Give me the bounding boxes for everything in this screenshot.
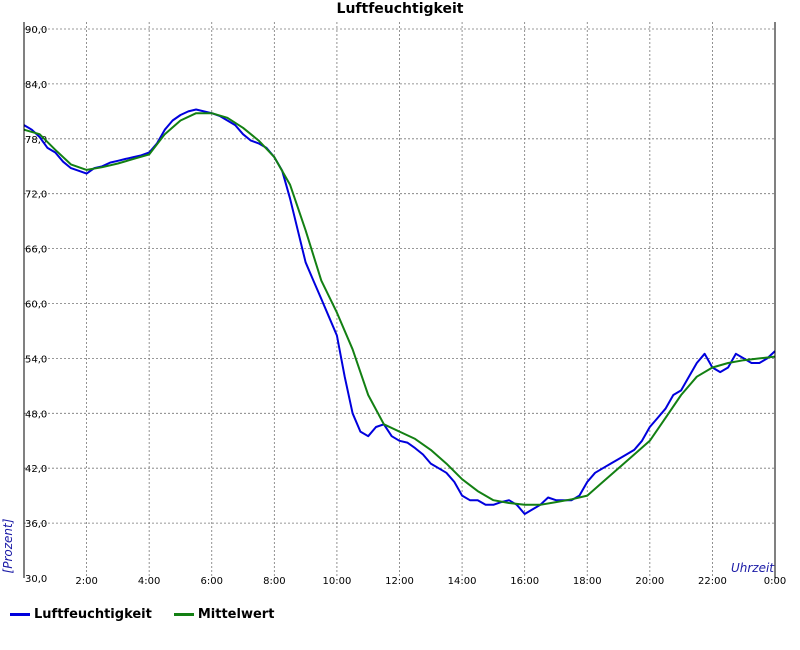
legend-swatch-mean — [173, 613, 194, 616]
y-tick-label: 36,0 — [25, 519, 47, 530]
y-tick-label: 42,0 — [25, 464, 47, 475]
x-tick-label: 12:00 — [385, 576, 414, 587]
x-tick-label: 4:00 — [138, 576, 160, 587]
chart-title: Luftfeuchtigkeit — [337, 1, 464, 17]
series-line-humidity — [23, 108, 776, 515]
y-tick-label: 78,0 — [25, 135, 47, 146]
x-tick-label: 8:00 — [263, 576, 285, 587]
x-tick-label: 0:00 — [764, 576, 786, 587]
legend-label-humidity: Luftfeuchtigkeit — [34, 607, 152, 622]
legend-item-humidity: Luftfeuchtigkeit — [10, 607, 152, 622]
legend: Luftfeuchtigkeit Mittelwert — [10, 607, 274, 622]
y-axis-ticks: 30,0 36,0 42,0 48,0 54,0 60,0 66,0 72,0 78,0 84,0… — [25, 25, 47, 585]
data-series — [23, 108, 776, 515]
x-tick-label: 10:00 — [323, 576, 352, 587]
x-tick-label: 20:00 — [635, 576, 664, 587]
x-tick-label: 14:00 — [448, 576, 477, 587]
y-tick-label: 54,0 — [25, 354, 47, 365]
y-tick-label: 60,0 — [25, 300, 47, 311]
grid — [24, 22, 775, 578]
y-tick-label: 84,0 — [25, 80, 47, 91]
legend-item-mean: Mittelwert — [173, 607, 275, 622]
x-tick-label: 16:00 — [510, 576, 539, 587]
y-tick-label: 30,0 — [25, 574, 47, 585]
y-axis-label: [Prozent] — [1, 518, 15, 573]
legend-swatch-humidity — [10, 613, 30, 616]
y-tick-label: 66,0 — [25, 245, 47, 256]
y-tick-label: 90,0 — [25, 25, 47, 36]
x-tick-label: 6:00 — [201, 576, 223, 587]
x-axis-ticks: 2:00 4:00 6:00 8:00 10:00 12:00 14:00 16:00 18:0… — [75, 576, 786, 587]
series-line-mean — [23, 112, 776, 506]
x-axis-label: Uhrzeit — [731, 561, 775, 575]
y-tick-label: 48,0 — [25, 409, 47, 420]
x-tick-label: 2:00 — [75, 576, 97, 587]
x-tick-label: 22:00 — [698, 576, 727, 587]
legend-label-mean: Mittelwert — [197, 607, 275, 622]
y-tick-label: 72,0 — [25, 190, 47, 201]
x-tick-label: 18:00 — [573, 576, 602, 587]
